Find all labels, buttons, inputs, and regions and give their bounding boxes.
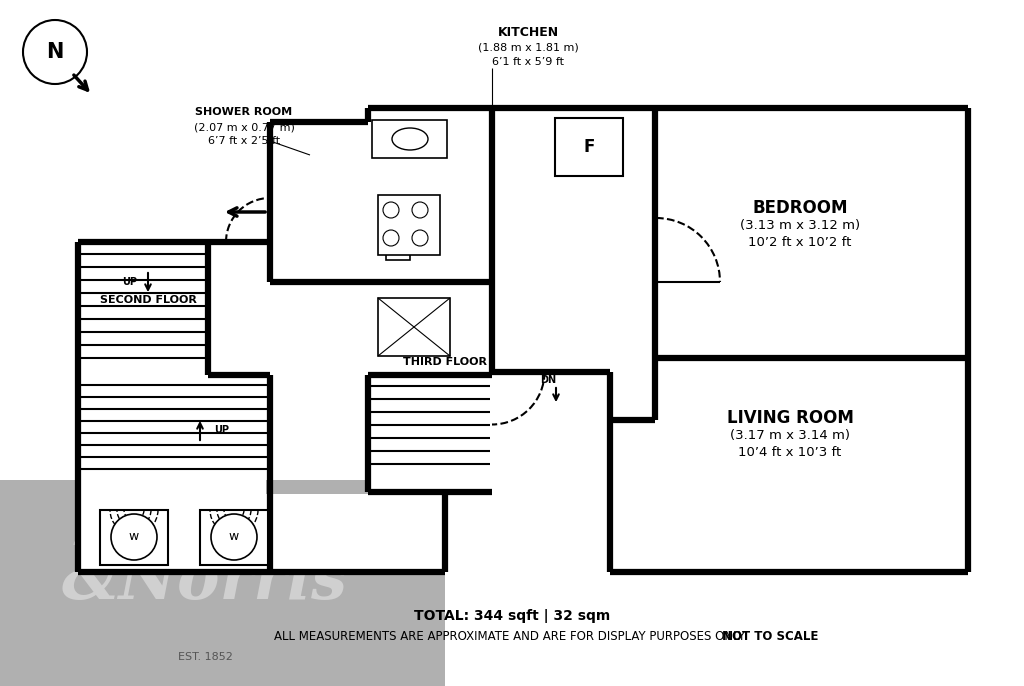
Bar (200, 510, 268, 565)
Text: EST. 1852: EST. 1852 (177, 652, 232, 662)
Circle shape (111, 514, 157, 560)
Text: 10’2 ft x 10’2 ft: 10’2 ft x 10’2 ft (749, 235, 852, 248)
Bar (378, 195, 440, 255)
Text: NOT TO SCALE: NOT TO SCALE (722, 630, 818, 643)
Text: ALL MEASUREMENTS ARE APPROXIMATE AND ARE FOR DISPLAY PURPOSES ONLY: ALL MEASUREMENTS ARE APPROXIMATE AND ARE… (274, 630, 750, 643)
Text: (3.13 m x 3.12 m): (3.13 m x 3.12 m) (740, 220, 860, 233)
Text: THIRD FLOOR: THIRD FLOOR (403, 357, 487, 367)
Circle shape (383, 230, 399, 246)
Text: (2.07 m x 0.77 m): (2.07 m x 0.77 m) (194, 122, 295, 132)
Circle shape (383, 202, 399, 218)
Text: 6’7 ft x 2’5 ft: 6’7 ft x 2’5 ft (208, 136, 280, 146)
Text: UP: UP (123, 277, 137, 287)
Text: Drivers: Drivers (75, 497, 335, 559)
Text: (1.88 m x 1.81 m): (1.88 m x 1.81 m) (477, 43, 579, 53)
Bar (370, 110, 653, 280)
Bar (100, 510, 168, 565)
Bar (272, 124, 366, 280)
Bar (80, 244, 206, 374)
Bar (80, 494, 443, 570)
Text: UP: UP (214, 425, 229, 435)
Text: F: F (584, 138, 595, 156)
Bar (378, 298, 450, 356)
Text: &Norris: &Norris (61, 552, 348, 613)
Text: (3.17 m x 3.14 m): (3.17 m x 3.14 m) (730, 429, 850, 442)
Ellipse shape (392, 128, 428, 150)
Bar (386, 248, 410, 260)
Text: DN: DN (540, 375, 556, 385)
Text: w: w (129, 530, 139, 543)
Text: SHOWER ROOM: SHOWER ROOM (196, 107, 293, 117)
Text: BEDROOM: BEDROOM (753, 199, 848, 217)
Bar (370, 377, 490, 490)
Text: w: w (229, 530, 240, 543)
Text: KITCHEN: KITCHEN (498, 27, 558, 40)
Bar (0, 480, 445, 686)
Ellipse shape (384, 213, 412, 251)
Circle shape (23, 20, 87, 84)
Text: LIVING ROOM: LIVING ROOM (727, 409, 853, 427)
Bar (494, 360, 966, 570)
Circle shape (412, 230, 428, 246)
Text: SECOND FLOOR: SECOND FLOOR (99, 295, 197, 305)
Text: TOTAL: 344 sqft | 32 sqm: TOTAL: 344 sqft | 32 sqm (414, 609, 610, 623)
Text: N: N (46, 42, 63, 62)
Bar (372, 120, 447, 158)
Text: 10’4 ft x 10’3 ft: 10’4 ft x 10’3 ft (738, 445, 842, 458)
Circle shape (211, 514, 257, 560)
Bar (555, 118, 623, 176)
Text: 6’1 ft x 5’9 ft: 6’1 ft x 5’9 ft (492, 57, 564, 67)
Circle shape (412, 202, 428, 218)
Bar (80, 244, 266, 494)
Bar (657, 110, 966, 356)
